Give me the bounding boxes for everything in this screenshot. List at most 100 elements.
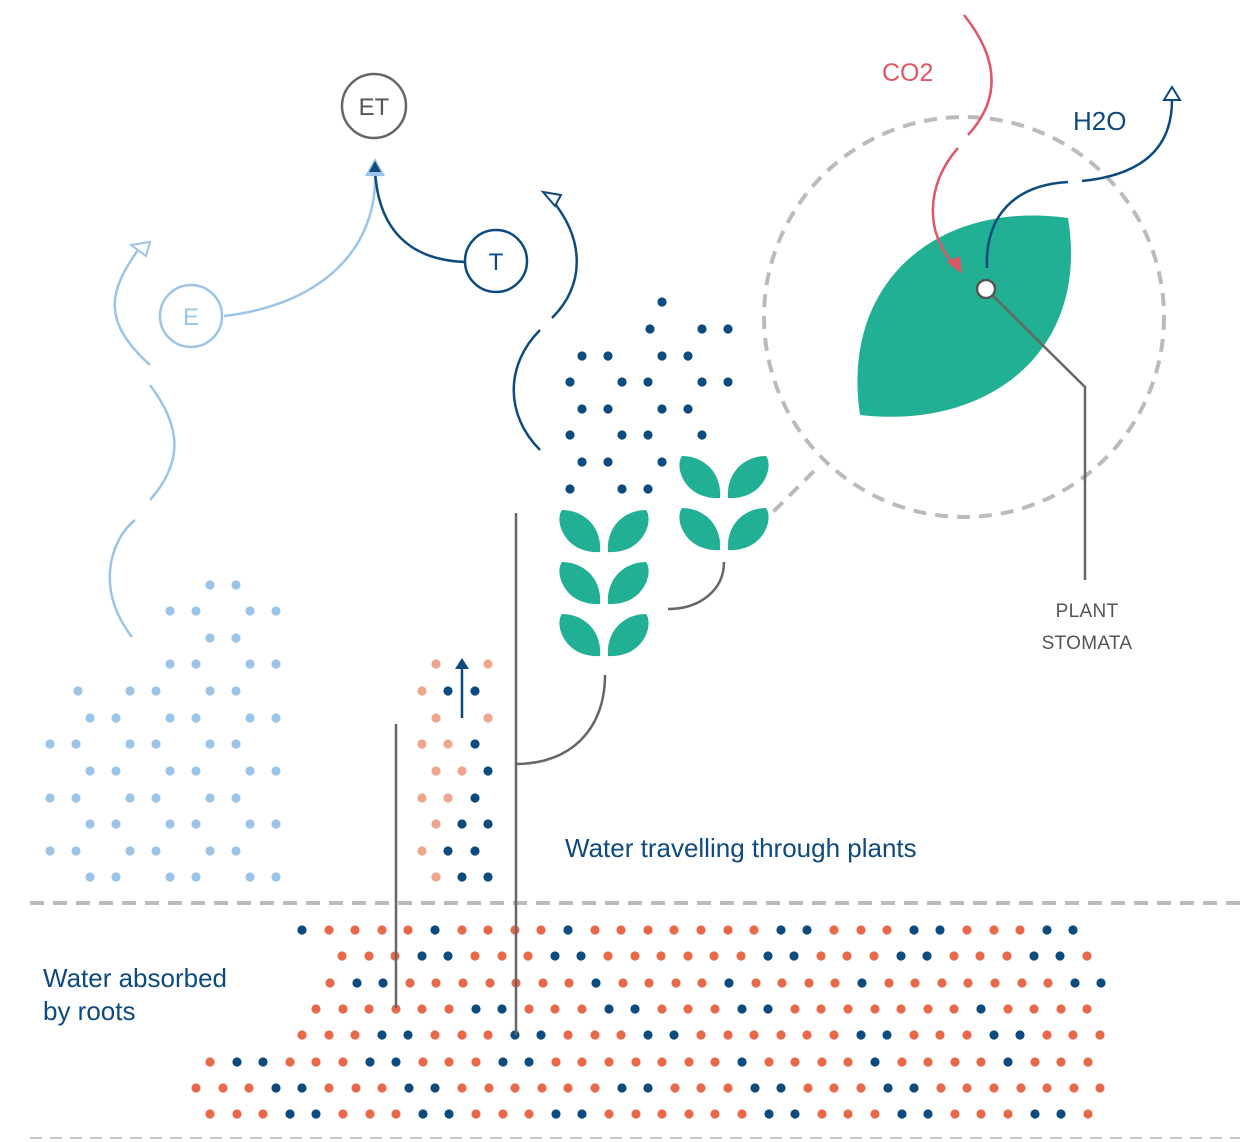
water-dot <box>205 580 215 590</box>
stomata-pore-icon <box>975 278 997 300</box>
water-dot <box>630 951 640 961</box>
water-dot <box>85 872 95 882</box>
water-dot <box>431 978 441 988</box>
water-dot <box>935 925 945 935</box>
water-dot <box>909 1030 919 1040</box>
water-dot <box>536 1030 546 1040</box>
evaporation-dots <box>45 580 281 882</box>
water-dot <box>405 978 415 988</box>
water-dot <box>1003 1109 1013 1119</box>
water-dot <box>377 1083 387 1093</box>
water-dot <box>1055 951 1065 961</box>
water-dot <box>870 1109 880 1119</box>
water-dot <box>764 1057 774 1067</box>
water-dot <box>829 1030 839 1040</box>
water-dot <box>231 739 241 749</box>
water-dot <box>443 793 453 803</box>
t-to-et-connector <box>373 169 466 264</box>
plants-label: Water travelling through plants <box>565 833 917 863</box>
water-dot <box>617 484 627 494</box>
water-dot <box>71 793 81 803</box>
water-dot <box>271 1083 281 1093</box>
water-dot <box>1068 1030 1078 1040</box>
water-dot <box>1042 925 1052 935</box>
e-label: E <box>183 304 199 331</box>
water-dot <box>591 978 601 988</box>
water-dot <box>750 1083 760 1093</box>
water-dot <box>643 377 653 387</box>
water-dot <box>391 1109 401 1119</box>
water-dot <box>603 351 613 361</box>
water-dot <box>737 1109 747 1119</box>
leaf-icon <box>559 562 601 605</box>
water-dot <box>457 819 467 829</box>
water-dot <box>763 1004 773 1014</box>
water-dot <box>431 872 441 882</box>
leaf-icon <box>679 456 721 499</box>
water-dot <box>403 1030 413 1040</box>
water-dot <box>285 1057 295 1067</box>
water-dot <box>431 659 441 669</box>
water-dot <box>896 1004 906 1014</box>
water-dot <box>604 1057 614 1067</box>
water-dot <box>563 1083 573 1093</box>
water-dot <box>191 713 201 723</box>
water-dot <box>191 606 201 616</box>
water-dot <box>696 1030 706 1040</box>
water-dot <box>696 925 706 935</box>
water-dot <box>536 925 546 935</box>
magnifier-connector <box>756 468 817 529</box>
water-dot <box>550 1004 560 1014</box>
water-dot <box>950 1109 960 1119</box>
water-dot <box>125 686 135 696</box>
water-dot <box>565 484 575 494</box>
water-dot <box>683 951 693 961</box>
water-dot <box>590 925 600 935</box>
water-dot <box>789 951 799 961</box>
water-dot <box>962 1030 972 1040</box>
water-dot <box>869 951 879 961</box>
water-dot <box>431 713 441 723</box>
water-dot <box>205 846 215 856</box>
water-dot <box>364 1004 374 1014</box>
water-dot <box>857 978 867 988</box>
water-dot <box>444 1004 454 1014</box>
water-dot <box>617 430 627 440</box>
water-dot <box>856 925 866 935</box>
water-dot <box>443 951 453 961</box>
water-dot <box>245 819 255 829</box>
water-dot <box>923 1057 933 1067</box>
water-dot <box>697 978 707 988</box>
water-dot <box>431 766 441 776</box>
water-dot <box>923 1109 933 1119</box>
water-dot <box>644 978 654 988</box>
water-dot <box>351 1083 361 1093</box>
water-dot <box>245 713 255 723</box>
water-dot <box>524 1109 534 1119</box>
water-dot <box>538 978 548 988</box>
water-dot <box>829 925 839 935</box>
water-dot <box>669 1030 679 1040</box>
leaf-icon <box>559 510 601 553</box>
water-dot <box>338 1004 348 1014</box>
water-dot <box>696 1083 706 1093</box>
water-dot <box>470 846 480 856</box>
water-dot <box>577 1057 587 1067</box>
water-dot <box>350 1030 360 1040</box>
water-dot <box>749 925 759 935</box>
water-dot <box>937 978 947 988</box>
water-dot <box>777 978 787 988</box>
plant-leaves <box>559 456 769 657</box>
water-dot <box>391 1004 401 1014</box>
leaf-icon <box>679 508 721 551</box>
water-dot <box>403 925 413 935</box>
water-dot <box>45 739 55 749</box>
water-dot <box>803 1083 813 1093</box>
et-label: ET <box>359 94 390 121</box>
t-label: T <box>489 249 504 276</box>
water-dot <box>205 1057 215 1067</box>
water-dot <box>669 925 679 935</box>
water-dot <box>417 951 427 961</box>
water-dot <box>125 739 135 749</box>
